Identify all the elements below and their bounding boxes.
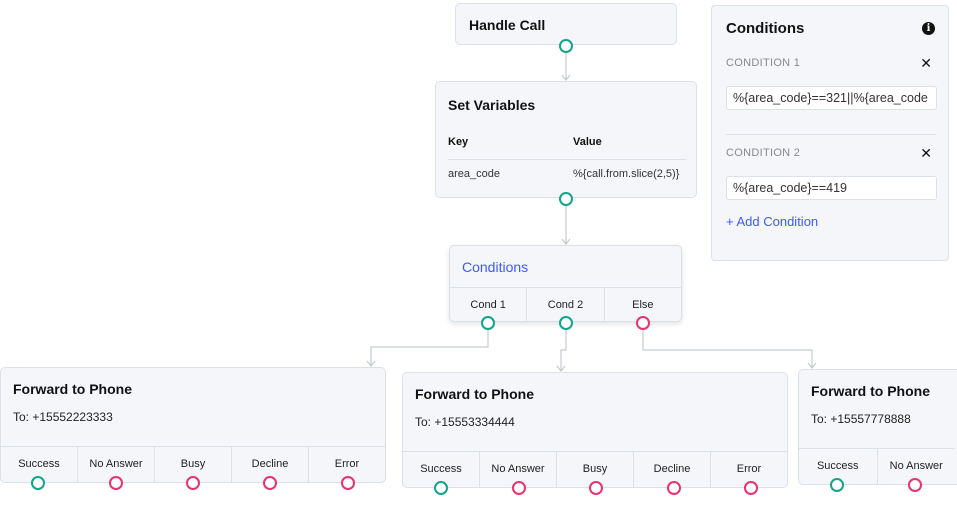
handle-call-node[interactable]: Handle Call: [455, 3, 677, 45]
info-icon[interactable]: i: [922, 22, 935, 35]
edge-cond1-to-forward1: [370, 330, 489, 366]
set-variables-node[interactable]: Set Variables Key Value area_code %{call…: [435, 81, 697, 198]
no-answer-port[interactable]: [512, 481, 526, 495]
decline-port[interactable]: [263, 476, 277, 490]
key-header: Key: [448, 136, 469, 148]
busy-port[interactable]: [186, 476, 200, 490]
remove-condition-icon[interactable]: ✕: [920, 55, 932, 71]
decline-port[interactable]: [667, 481, 681, 495]
output-error: Error: [710, 452, 787, 487]
cond2-port[interactable]: [559, 316, 573, 330]
output-no-answer: No Answer: [77, 447, 154, 482]
error-port[interactable]: [744, 481, 758, 495]
output-cond2: Cond 2: [526, 288, 603, 321]
remove-condition-icon[interactable]: ✕: [920, 145, 932, 161]
forward-to-phone-node[interactable]: Forward to Phone To: +15557778888 Succes…: [798, 369, 957, 485]
output-decline: Decline: [231, 447, 308, 482]
node-title: Forward to Phone: [811, 383, 930, 399]
divider: [448, 159, 686, 160]
output-port[interactable]: [559, 39, 573, 53]
output-cond1: Cond 1: [470, 299, 506, 311]
cond1-port[interactable]: [481, 316, 495, 330]
condition-input[interactable]: %{area_code}==419: [726, 176, 937, 200]
phone-number: To: +15557778888: [811, 412, 911, 426]
output-busy: Busy: [556, 452, 633, 487]
output-busy: Busy: [154, 447, 231, 482]
condition-label: CONDITION 2: [726, 147, 801, 159]
edge-else-to-forward3: [642, 330, 813, 368]
output-else: Else: [603, 288, 681, 321]
condition-input[interactable]: %{area_code}==321||%{area_code: [726, 86, 937, 110]
condition-label: CONDITION 1: [726, 57, 801, 69]
busy-port[interactable]: [589, 481, 603, 495]
no-answer-port[interactable]: [109, 476, 123, 490]
forward-to-phone-node[interactable]: Forward to Phone To: +15552223333 Succes…: [0, 367, 386, 483]
success-port[interactable]: [31, 476, 45, 490]
node-title: Set Variables: [448, 97, 536, 113]
output-success: Success: [816, 460, 859, 472]
conditions-panel: Conditions i CONDITION 1 ✕ %{area_code}=…: [711, 5, 949, 261]
conditions-node[interactable]: Conditions Cond 1 Cond 2 Else: [449, 245, 682, 322]
output-no-answer: No Answer: [479, 452, 556, 487]
value-header: Value: [573, 136, 602, 148]
node-title: Conditions: [462, 259, 529, 275]
edge-cond2-to-forward2: [560, 330, 567, 371]
divider: [726, 134, 936, 135]
var-key: area_code: [448, 168, 500, 180]
output-decline: Decline: [633, 452, 710, 487]
var-value: %{call.from.slice(2,5)}: [573, 168, 680, 180]
node-title: Handle Call: [469, 17, 546, 33]
output-no-answer: No Answer: [876, 449, 956, 484]
else-port[interactable]: [636, 316, 650, 330]
phone-number: To: +15552223333: [13, 410, 113, 424]
node-title: Forward to Phone: [415, 386, 534, 402]
forward-to-phone-node[interactable]: Forward to Phone To: +15553334444 Succes…: [402, 372, 788, 488]
add-condition-link[interactable]: + Add Condition: [726, 214, 819, 229]
no-answer-port[interactable]: [908, 478, 922, 492]
output-port[interactable]: [559, 192, 573, 206]
error-port[interactable]: [341, 476, 355, 490]
panel-title: Conditions: [726, 20, 805, 37]
node-title: Forward to Phone: [13, 381, 132, 397]
output-error: Error: [308, 447, 385, 482]
success-port[interactable]: [434, 481, 448, 495]
success-port[interactable]: [830, 478, 844, 492]
phone-number: To: +15553334444: [415, 415, 515, 429]
output-success: Success: [18, 458, 60, 470]
output-success: Success: [420, 463, 462, 475]
